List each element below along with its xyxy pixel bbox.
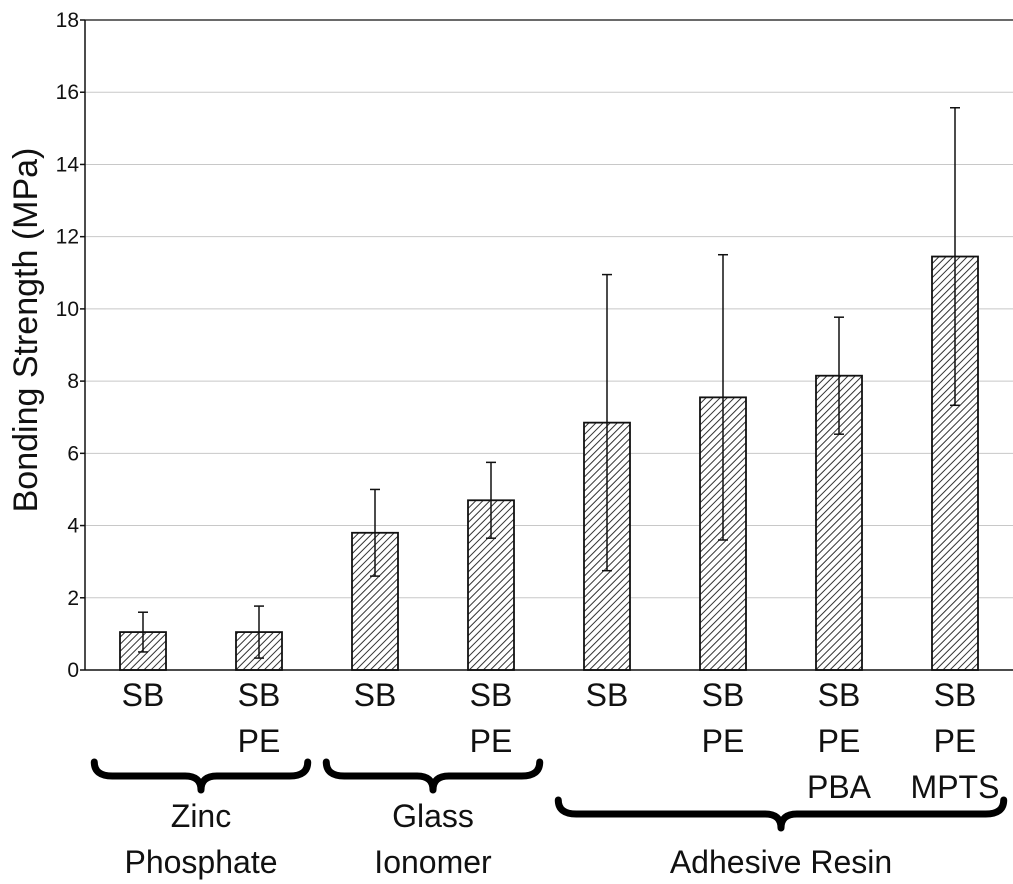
group-brace <box>322 758 544 794</box>
category-label: SB <box>470 677 513 713</box>
group-label: Zinc <box>171 798 231 834</box>
y-tick-label: 6 <box>67 442 79 465</box>
gridlines <box>85 19 1013 599</box>
category-label: PE <box>470 723 513 759</box>
y-tick-label: 8 <box>67 370 79 393</box>
category-label: SB <box>354 677 397 713</box>
group-label: Glass <box>392 798 474 834</box>
group-brace <box>554 796 1008 832</box>
group-brace <box>90 758 312 794</box>
category-labels: SB SB PE SB SB PE SB SB PE SB PE PBA SB PE MPTS <box>122 677 1000 805</box>
category-label: SB <box>238 677 281 713</box>
category-label: SB <box>702 677 745 713</box>
y-tick-label: 10 <box>56 298 79 321</box>
category-label: PE <box>818 723 861 759</box>
y-tick-label: 0 <box>67 659 79 682</box>
category-label: PBA <box>807 769 872 805</box>
axes-layer <box>84 19 1013 671</box>
category-label: PE <box>238 723 281 759</box>
group-label: Phosphate <box>124 844 277 880</box>
category-label: PE <box>934 723 977 759</box>
group-label: Adhesive Resin <box>670 844 892 880</box>
category-label: PE <box>702 723 745 759</box>
bars-layer <box>119 255 979 671</box>
y-tick-label: 4 <box>67 515 79 538</box>
category-label: MPTS <box>911 769 1000 805</box>
category-label: SB <box>586 677 629 713</box>
y-tick-label: 12 <box>56 226 79 249</box>
y-tick-label: 18 <box>56 9 79 32</box>
y-tick-label: 14 <box>56 153 80 176</box>
y-axis-label: Bonding Strength (MPa) <box>7 148 45 513</box>
category-label: SB <box>934 677 977 713</box>
y-tick-label: 2 <box>67 587 79 610</box>
category-label: SB <box>122 677 165 713</box>
y-tick-label: 16 <box>56 81 79 104</box>
group-brackets: Zinc Phosphate Glass Ionomer Adhesive Resin <box>90 758 1008 880</box>
category-label: SB <box>818 677 861 713</box>
y-tick-labels: 0 2 4 6 8 10 12 14 16 18 <box>56 9 85 682</box>
error-bars-layer <box>138 107 960 659</box>
group-label: Ionomer <box>374 844 492 880</box>
